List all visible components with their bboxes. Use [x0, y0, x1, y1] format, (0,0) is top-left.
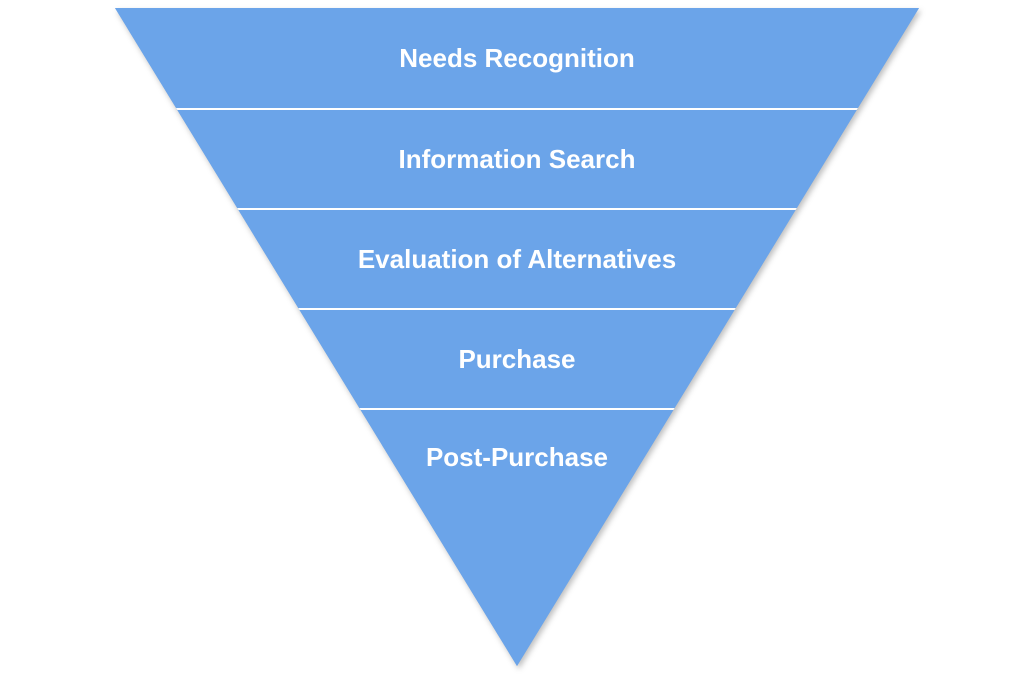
diagram-canvas: Needs Recognition Information Search Eva…: [0, 0, 1030, 676]
funnel-triangle: Needs Recognition Information Search Eva…: [115, 8, 919, 666]
funnel-shadow-wrap: Needs Recognition Information Search Eva…: [115, 8, 919, 666]
funnel-stage-5-label: Post-Purchase: [426, 442, 608, 473]
funnel-stage-3-label: Evaluation of Alternatives: [358, 244, 676, 275]
funnel-stage-4-label: Purchase: [458, 344, 575, 375]
funnel-stage-2-label: Information Search: [399, 144, 636, 175]
funnel-stage-5: Post-Purchase: [115, 408, 919, 666]
funnel-stage-1-label: Needs Recognition: [399, 43, 634, 74]
funnel-stage-3: Evaluation of Alternatives: [115, 208, 919, 308]
funnel-stage-2: Information Search: [115, 108, 919, 208]
funnel-stage-1: Needs Recognition: [115, 8, 919, 108]
funnel-stage-4: Purchase: [115, 308, 919, 408]
